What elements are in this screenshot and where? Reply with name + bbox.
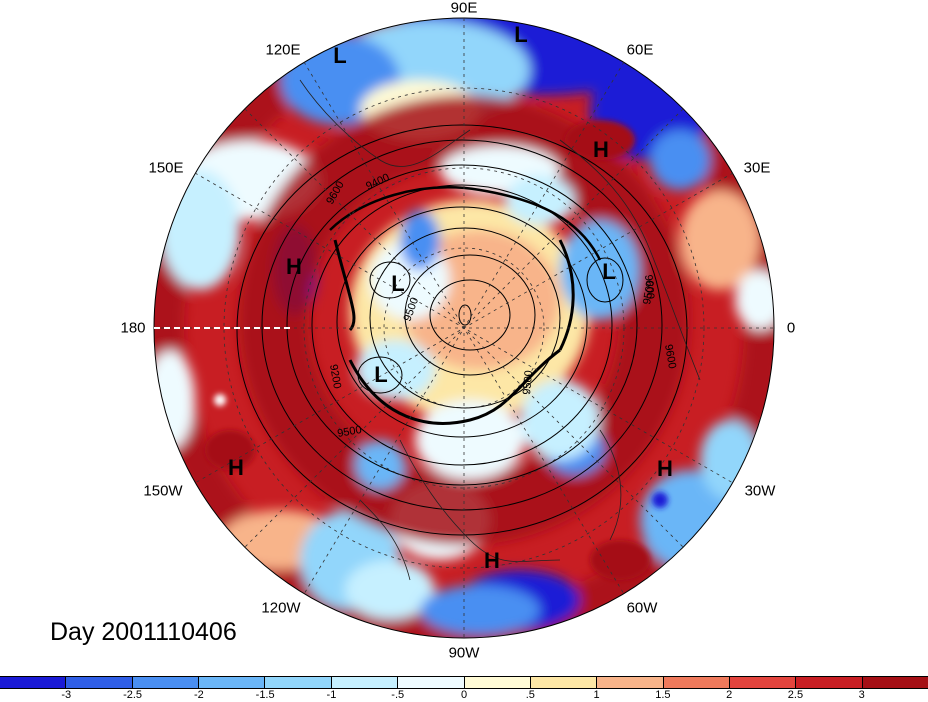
colorbar-tick-label: -2 <box>193 689 204 701</box>
colorbar-swatch <box>597 677 664 688</box>
contour-label: 9400 <box>364 171 391 192</box>
pressure-center-marker: H <box>593 137 609 162</box>
pressure-center-marker: L <box>391 271 405 296</box>
lon-label-30e: 30E <box>743 159 771 177</box>
lon-label-180: 180 <box>120 319 146 337</box>
colorbar-swatch <box>331 677 399 688</box>
colorbar-swatch <box>265 677 332 688</box>
colorbar-tick-label: -1 <box>326 689 337 701</box>
day-label: Day 2001110406 <box>50 618 237 646</box>
contour-label: 9500 <box>402 296 422 323</box>
colorbar-swatch <box>663 677 730 688</box>
colorbar-tick-label: 2 <box>726 689 733 701</box>
pressure-center-marker: H <box>657 456 673 481</box>
colorbar-tick-label: 1 <box>593 689 600 701</box>
contour-label: 9500 <box>521 370 535 395</box>
contour-label: 9500 <box>336 424 362 440</box>
colorbar-swatch <box>862 677 928 688</box>
lon-label-60e: 60E <box>626 41 654 59</box>
colorbar-swatch <box>132 677 200 688</box>
lon-label-0: 0 <box>786 319 796 337</box>
pressure-center-marker: H <box>286 254 302 279</box>
contour-label: 9500 <box>641 279 657 305</box>
lon-label-90e: 90E <box>450 0 478 17</box>
pressure-center-marker: L <box>333 43 347 68</box>
graticule <box>154 18 774 638</box>
coastlines <box>299 79 701 581</box>
pressure-center-marker: L <box>374 362 388 387</box>
colorbar-tick-label: -3 <box>61 689 72 701</box>
contour-label: 9200 <box>327 363 343 389</box>
colorbar-tick-label: -1.5 <box>255 689 275 701</box>
lon-label-120e: 120E <box>265 41 301 59</box>
pressure-center-marker: H <box>228 455 244 480</box>
colorbar-swatch <box>0 677 67 688</box>
colorbar-tick-label: .5 <box>525 689 535 701</box>
lon-label-60w: 60W <box>626 599 658 617</box>
height-contours <box>236 124 688 536</box>
lon-label-150e: 150E <box>148 159 184 177</box>
colorbar-swatch <box>530 677 598 688</box>
lon-label-30w: 30W <box>744 482 776 500</box>
lon-label-150w: 150W <box>143 482 183 500</box>
colorbar-tick-label: 2.5 <box>787 689 804 701</box>
pressure-center-marker: H <box>484 548 500 573</box>
colorbar-swatch <box>398 677 465 688</box>
colorbar-tick-label: 3 <box>858 689 865 701</box>
colorbar-tick-label: -2.5 <box>123 689 143 701</box>
pressure-center-marker: L <box>602 259 616 284</box>
colorbar-tick-label: 0 <box>460 689 468 701</box>
contour-label: 9600 <box>662 343 678 369</box>
colorbar-swatch <box>796 677 863 688</box>
contour-label: 9600 <box>642 274 656 299</box>
colorbar-swatch <box>729 677 797 688</box>
lon-label-120w: 120W <box>261 599 301 617</box>
colorbar-swatch <box>464 677 531 688</box>
colorbar-tick-label: 1.5 <box>655 689 671 701</box>
pressure-center-marker: L <box>514 22 528 47</box>
colorbar-swatch <box>66 677 133 688</box>
colorbar <box>0 676 928 689</box>
colorbar-swatch <box>199 677 266 688</box>
contour-label: 9600 <box>324 179 347 206</box>
colorbar-tick-label: -.5 <box>391 689 405 701</box>
lon-label-90w: 90W <box>448 644 480 662</box>
